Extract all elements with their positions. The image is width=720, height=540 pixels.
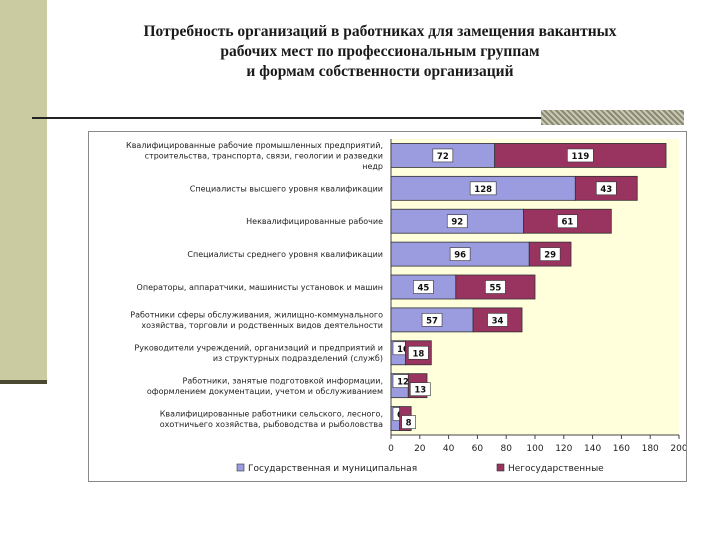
- chart-frame: 0 20 40 60 80 100 120 140 160 180 200 72 119 Квалифиц…: [88, 131, 688, 482]
- data-label-box: [487, 313, 508, 327]
- legend-swatch: [236, 463, 245, 472]
- data-label-box: [401, 415, 416, 429]
- data-label: 45: [417, 284, 429, 294]
- data-label: 55: [489, 284, 501, 294]
- data-label-box: [567, 148, 594, 163]
- x-tick-label: 160: [613, 444, 630, 454]
- data-label-box: [595, 181, 617, 196]
- left-accent-line: [0, 380, 47, 384]
- data-label: 29: [544, 251, 556, 261]
- x-tick-label: 60: [472, 444, 484, 454]
- data-label-box: [413, 280, 434, 294]
- data-label-box: [469, 181, 497, 196]
- data-label: 34: [492, 316, 504, 326]
- category-label: оформлением документации, учетом и обслу…: [147, 387, 383, 396]
- title-line-2: рабочих мест по профессиональным группам: [220, 43, 540, 60]
- data-label-box: [409, 382, 431, 396]
- left-accent-bar: [0, 0, 47, 384]
- bar-chart: 0 20 40 60 80 100 120 140 160 180 200 72 119 Квалифиц…: [126, 139, 688, 474]
- data-label: 92: [451, 218, 463, 228]
- legend-label: Государственная и муниципальная: [248, 464, 417, 474]
- data-label-box: [408, 345, 429, 360]
- category-label: Квалифицированные работники сельского, л…: [160, 409, 383, 418]
- x-tick-label: 200: [670, 444, 686, 454]
- data-label: 72: [437, 152, 449, 162]
- legend-swatch: [496, 463, 505, 472]
- category-label: Руководители учреждений, организаций и п…: [134, 344, 383, 353]
- data-label-box: [449, 247, 471, 261]
- data-label: 119: [571, 152, 589, 162]
- data-label-box: [485, 280, 506, 294]
- category-label: Операторы, аппаратчики, машинисты устано…: [137, 283, 383, 292]
- category-label: Специалисты среднего уровня квалификации: [187, 250, 383, 259]
- x-tick-label: 40: [443, 444, 455, 454]
- x-tick-label: 180: [642, 444, 659, 454]
- data-label: 13: [414, 386, 426, 396]
- category-label: строительства, транспорта, связи, геолог…: [145, 151, 383, 160]
- data-label: 96: [454, 251, 466, 261]
- x-tick-label: 0: [388, 444, 394, 454]
- data-label: 61: [561, 218, 573, 228]
- category-label: охотничьего хозяйства, рыбоводства и рыб…: [160, 420, 383, 429]
- category-label: Работники сферы обслуживания, жилищно-ко…: [130, 311, 383, 320]
- category-label: Работники, занятые подготовкой информаци…: [183, 376, 383, 385]
- category-label: из структурных подразделений (служб): [213, 354, 383, 363]
- title-line-3: и формам собственности организаций: [246, 63, 514, 80]
- data-label-box: [557, 214, 578, 229]
- data-label: 8: [406, 419, 412, 429]
- data-label: 12: [397, 378, 409, 388]
- category-label: Неквалифицированные рабочие: [246, 217, 383, 226]
- data-label-box: [432, 148, 454, 163]
- category-label: Квалифицированные рабочие промышленных п…: [126, 141, 383, 150]
- data-label: 43: [600, 185, 612, 195]
- data-label: 128: [474, 185, 492, 195]
- x-tick-label: 100: [526, 444, 543, 454]
- legend-label: Негосударственные: [508, 464, 604, 474]
- data-label: 57: [426, 316, 438, 326]
- data-label-box: [421, 313, 443, 327]
- slide-title: Потребность организаций в работниках для…: [80, 22, 680, 82]
- x-tick-label: 80: [500, 444, 512, 454]
- title-line-1: Потребность организаций в работниках для…: [143, 23, 617, 40]
- category-label: хозяйства, торговли и родственных видов …: [141, 321, 383, 330]
- data-label: 10: [397, 345, 409, 355]
- data-label-box: [446, 214, 468, 229]
- decorative-pattern: [541, 110, 684, 125]
- x-tick-label: 120: [555, 444, 572, 454]
- x-tick-label: 20: [414, 444, 426, 454]
- data-label-box: [539, 247, 561, 261]
- category-label: недр: [362, 162, 383, 171]
- title-divider: [32, 117, 542, 119]
- x-tick-label: 140: [584, 444, 601, 454]
- data-label: 18: [412, 349, 424, 359]
- category-label: Специалисты высшего уровня квалификации: [190, 184, 383, 193]
